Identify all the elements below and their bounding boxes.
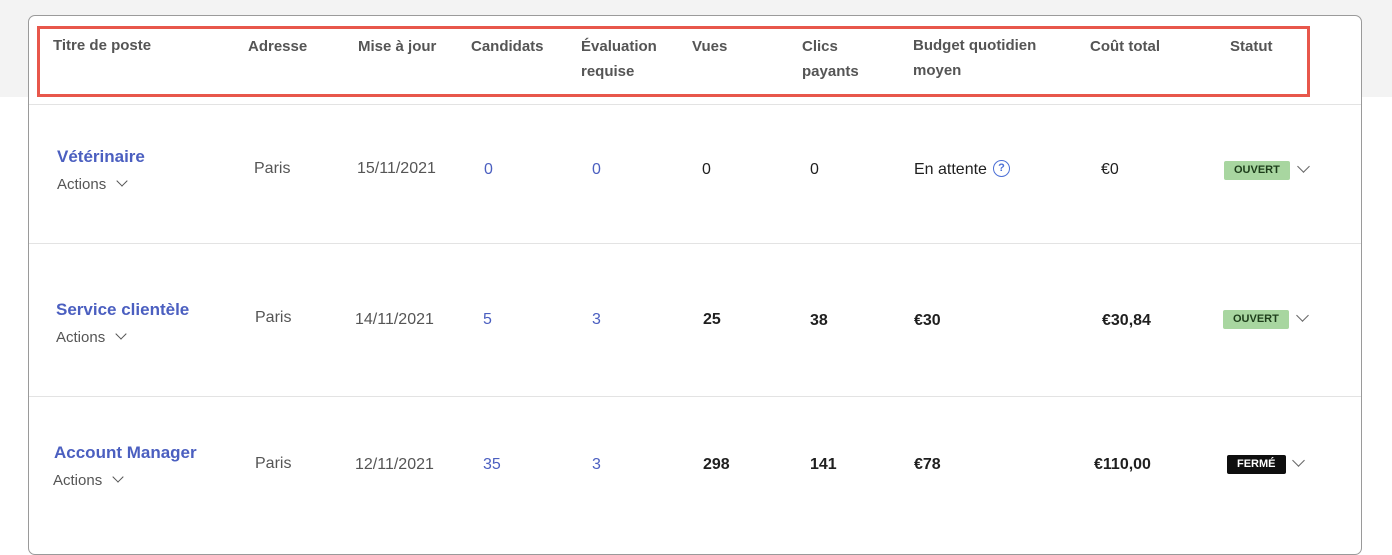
evaluation-count-link[interactable]: 3	[592, 456, 601, 473]
job-title-link[interactable]: Account Manager	[54, 443, 197, 462]
paid-clicks-cell: 0	[810, 161, 819, 178]
updated-date-cell: 15/11/2021	[357, 160, 436, 177]
candidates-count-link[interactable]: 5	[483, 311, 492, 328]
address-cell: Paris	[255, 309, 292, 326]
actions-dropdown[interactable]: Actions	[56, 328, 127, 346]
jobs-table-card	[28, 15, 1362, 555]
header-highlight-box	[37, 26, 1310, 97]
total-cost-cell: €110,00	[1094, 456, 1151, 473]
budget-cell: En attente?	[914, 160, 1010, 180]
status-badge: OUVERT	[1223, 310, 1289, 329]
header-evaluation-line1[interactable]: Évaluation	[581, 38, 657, 55]
row-divider	[29, 396, 1361, 397]
header-status[interactable]: Statut	[1230, 38, 1273, 55]
header-candidates[interactable]: Candidats	[471, 38, 544, 55]
actions-label: Actions	[57, 176, 107, 193]
actions-label: Actions	[56, 329, 106, 346]
chevron-down-icon	[112, 471, 124, 483]
views-cell: 0	[702, 161, 711, 178]
budget-cell: €30	[914, 312, 941, 329]
paid-clicks-cell: 141	[810, 456, 837, 473]
status-badge: FERMÉ	[1227, 455, 1286, 474]
header-address[interactable]: Adresse	[248, 38, 308, 55]
total-cost-cell: €0	[1101, 161, 1119, 178]
views-cell: 298	[703, 456, 730, 473]
budget-cell: €78	[914, 456, 941, 473]
candidates-count-link[interactable]: 0	[484, 161, 493, 178]
evaluation-count-link[interactable]: 0	[592, 161, 601, 178]
total-cost-cell: €30,84	[1102, 312, 1151, 329]
job-title-link[interactable]: Service clientèle	[56, 300, 190, 319]
paid-clicks-cell: 38	[810, 312, 828, 329]
job-title-link[interactable]: Vétérinaire	[57, 147, 145, 166]
header-budget-line2[interactable]: moyen	[913, 62, 962, 79]
budget-value: En attente	[914, 161, 987, 178]
candidates-count-link[interactable]: 35	[483, 456, 501, 473]
header-updated[interactable]: Mise à jour	[358, 38, 437, 55]
help-icon[interactable]: ?	[992, 160, 1010, 177]
status-badge: OUVERT	[1224, 161, 1290, 180]
actions-label: Actions	[53, 472, 103, 489]
row-divider	[29, 243, 1361, 244]
header-clicks-line2[interactable]: payants	[802, 63, 859, 80]
updated-date-cell: 14/11/2021	[355, 311, 434, 328]
actions-dropdown[interactable]: Actions	[53, 471, 124, 489]
header-budget-line1[interactable]: Budget quotidien	[913, 37, 1037, 54]
evaluation-count-link[interactable]: 3	[592, 311, 601, 328]
chevron-down-icon	[115, 328, 127, 340]
header-clicks-line1[interactable]: Clics	[802, 38, 838, 55]
header-evaluation-line2[interactable]: requise	[581, 63, 635, 80]
updated-date-cell: 12/11/2021	[355, 456, 434, 473]
address-cell: Paris	[254, 160, 291, 177]
header-views[interactable]: Vues	[692, 38, 728, 55]
views-cell: 25	[703, 311, 721, 328]
row-divider	[29, 104, 1361, 105]
chevron-down-icon	[116, 175, 128, 187]
header-total-cost[interactable]: Coût total	[1090, 38, 1160, 55]
header-job-title[interactable]: Titre de poste	[53, 37, 152, 54]
address-cell: Paris	[255, 455, 292, 472]
actions-dropdown[interactable]: Actions	[57, 175, 128, 193]
